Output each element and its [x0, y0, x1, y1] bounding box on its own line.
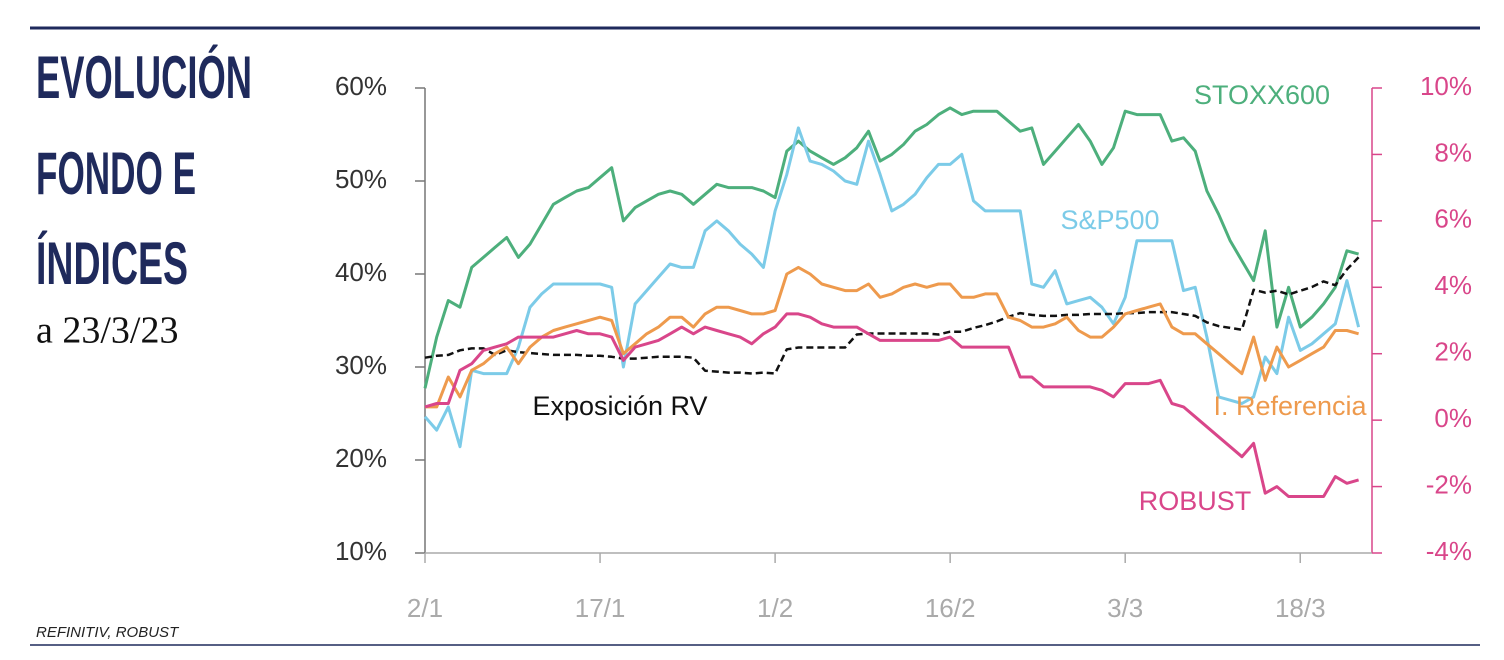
chart-title: FONDO E — [36, 140, 196, 207]
x-tick-label: 16/2 — [925, 593, 976, 623]
y2-tick-label: -4% — [1426, 536, 1472, 566]
series-line — [424, 312, 1360, 498]
subtitle: a 23/3/23 — [36, 310, 178, 352]
y-tick-label: 10% — [335, 536, 387, 566]
series-label: I. Referencia — [1213, 391, 1367, 421]
x-tick-label: 2/1 — [407, 593, 443, 623]
y-tick-label: 40% — [335, 257, 387, 287]
series-line — [423, 106, 1360, 389]
y2-tick-label: 6% — [1434, 204, 1472, 234]
chart-title: ÍNDICES — [36, 230, 188, 297]
y2-tick-label: 8% — [1434, 137, 1472, 167]
x-tick-label: 3/3 — [1107, 593, 1143, 623]
y-tick-label: 20% — [335, 443, 387, 473]
series-line — [425, 265, 1360, 409]
chart-title: EVOLUCIÓN — [36, 44, 252, 111]
y2-tick-label: 4% — [1434, 270, 1472, 300]
x-tick-label: 1/2 — [757, 593, 793, 623]
source: REFINITIV, ROBUST — [36, 624, 180, 641]
series-line — [424, 256, 1360, 375]
series-label: Exposición RV — [532, 391, 707, 421]
y-tick-label: 30% — [335, 350, 387, 380]
y2-tick-label: 0% — [1434, 403, 1472, 433]
x-tick-label: 17/1 — [575, 593, 626, 623]
series-label: ROBUST — [1139, 486, 1252, 516]
y2-tick-label: 10% — [1420, 71, 1472, 101]
y-tick-label: 50% — [335, 164, 387, 194]
series-label: S&P500 — [1060, 205, 1159, 235]
y-tick-label: 60% — [335, 71, 387, 101]
y2-tick-label: -2% — [1426, 469, 1472, 499]
series-label: STOXX600 — [1194, 80, 1330, 110]
x-tick-label: 18/3 — [1275, 593, 1326, 623]
y2-tick-label: 2% — [1434, 337, 1472, 367]
